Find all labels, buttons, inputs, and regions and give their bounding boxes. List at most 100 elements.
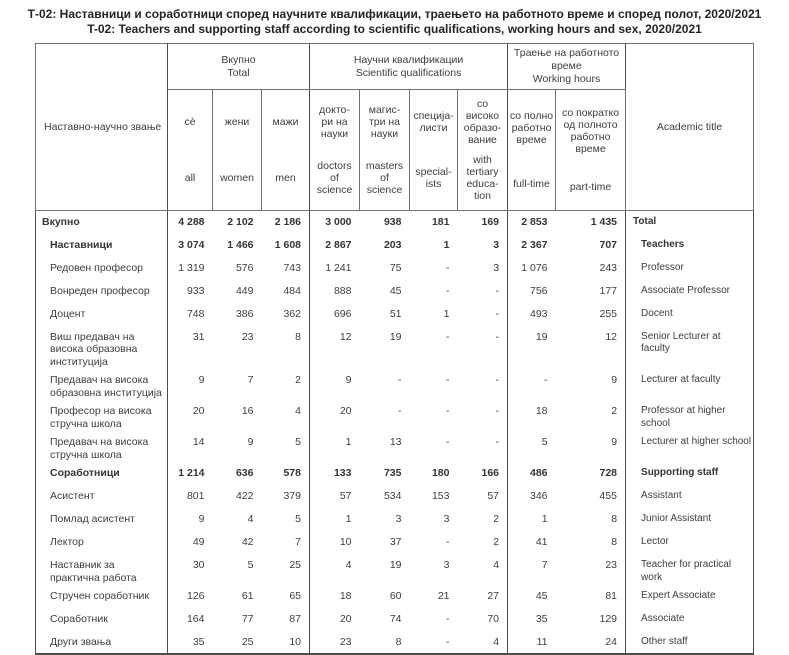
value-cell: 20 — [339, 613, 352, 625]
value-cell: 42 — [241, 536, 254, 548]
value-cell: 3 000 — [325, 216, 352, 228]
row-label-mk: Наставник за практична работа — [35, 554, 168, 585]
table-row: Помлад асистент 9 4 5 1 3 3 2 1 8 Junior Assistant — [35, 508, 754, 531]
value-cell: 707 — [555, 233, 627, 257]
value-cell: 25 — [261, 554, 310, 585]
value-cell: 1 608 — [261, 233, 310, 257]
value-cell: 486 — [530, 467, 548, 479]
value-cell: 3 — [395, 513, 402, 525]
value-cell: 2 — [261, 369, 310, 400]
value-cell: 2 867 — [325, 238, 352, 251]
value-cell: 1 076 — [521, 261, 548, 274]
value-cell: 1 214 — [178, 467, 205, 479]
row-label-en: Professor — [641, 261, 684, 273]
value-cell: 8 — [261, 325, 310, 369]
value-cell: 5 — [261, 431, 310, 462]
value-cell: 2 — [457, 531, 509, 554]
value-cell: 8 — [555, 531, 627, 554]
row-label-en: Assistant — [641, 490, 682, 501]
value-cell: 636 — [235, 467, 254, 479]
row-label-mk: Доцент — [35, 302, 168, 326]
value-cell: 7 — [247, 374, 254, 386]
value-cell: 484 — [261, 279, 310, 303]
value-cell: 12 — [555, 325, 627, 369]
value-cell: 3 — [457, 233, 509, 257]
table-row: Вонреден професор 933 449 484 888 45 - - 756 177 A… — [35, 279, 754, 303]
value-cell: 4 — [345, 559, 352, 571]
col-header-all: сè all — [167, 89, 213, 211]
value-cell: 4 288 — [178, 216, 205, 228]
value-cell: 9 — [555, 369, 627, 400]
value-cell: 255 — [555, 302, 627, 326]
value-cell: 13 — [389, 436, 402, 448]
value-cell: - — [398, 405, 402, 417]
value-cell: 576 — [235, 261, 254, 274]
value-cell: - — [457, 431, 509, 462]
value-cell: 37 — [389, 536, 402, 548]
value-cell: 362 — [261, 302, 310, 326]
value-cell: 386 — [235, 307, 254, 320]
value-cell: 2 — [457, 508, 509, 531]
value-cell: - — [457, 302, 509, 326]
value-cell: 5 — [261, 508, 310, 531]
row-label-mk: Стручен соработник — [35, 585, 168, 608]
group-header-working-hours: Траење на работното време Working hours — [507, 43, 627, 90]
value-cell: 728 — [555, 462, 627, 485]
value-cell: 1 — [345, 513, 352, 525]
row-label-mk: Помлад асистент — [35, 508, 168, 531]
value-cell: - — [457, 325, 509, 369]
value-cell: 696 — [333, 307, 352, 320]
value-cell: - — [457, 369, 509, 400]
value-cell: 60 — [389, 590, 402, 602]
value-cell: 24 — [555, 631, 627, 654]
value-cell: - — [398, 374, 402, 386]
value-cell: 25 — [241, 636, 254, 648]
row-label-mk: Предавач на висока образовна институција — [35, 369, 168, 400]
value-cell: 203 — [383, 238, 402, 251]
value-cell: - — [446, 284, 450, 297]
row-label-en: Professor at higher school — [641, 405, 726, 429]
value-cell: - — [446, 613, 450, 625]
value-cell: 49 — [192, 536, 205, 548]
table-row: Соработници 1 214 636 578 133 735 180 166 486 728… — [35, 462, 754, 485]
value-cell: 3 — [443, 559, 450, 571]
group-header-scientific-qualifications: Научни квалификации Scientific qualifica… — [308, 43, 509, 90]
row-label-mk: Други звања — [35, 631, 168, 654]
column-header-academic-title: Academic title — [625, 43, 755, 211]
value-cell: 578 — [261, 462, 310, 485]
table-row: Наставници 3 074 1 466 1 608 2 867 203 1 3 2 367… — [35, 233, 754, 257]
col-header-women: жени women — [212, 89, 262, 211]
table-row: Други звања 35 25 10 23 8 -4 11 24 Other staff — [35, 631, 754, 654]
value-cell: 4 — [261, 400, 310, 431]
value-cell: 938 — [383, 216, 402, 228]
row-label-mk: Вкупно — [35, 210, 168, 234]
value-cell: 7 — [541, 559, 548, 571]
table-row: Виш предавач на висока образовна институ… — [35, 325, 754, 369]
table-body: Вкупно 4 288 2 102 2 186 3 000 938 181 169 2 853… — [35, 210, 754, 654]
row-label-mk: Виш предавач на висока образовна институ… — [35, 325, 168, 369]
value-cell: 75 — [389, 261, 402, 274]
value-cell: 346 — [530, 490, 548, 502]
value-cell: 51 — [389, 307, 402, 320]
row-label-en: Lecturer at faculty — [641, 374, 721, 385]
row-label-en: Supporting staff — [641, 467, 719, 478]
value-cell: 1 319 — [178, 261, 205, 274]
value-cell: 45 — [389, 284, 402, 297]
table-row: Вкупно 4 288 2 102 2 186 3 000 938 181 169 2 853… — [35, 210, 754, 234]
value-cell: 8 — [395, 636, 402, 648]
value-cell: 166 — [457, 462, 509, 485]
table-row: Стручен соработник 126 61 65 18 60 21 27 45 81 Exp… — [35, 585, 754, 608]
value-cell: 10 — [339, 536, 352, 548]
value-cell: 41 — [535, 536, 548, 548]
col-header-men: мажи men — [261, 89, 310, 211]
row-label-mk: Предавач на висока стручна школа — [35, 431, 168, 462]
value-cell: 126 — [186, 590, 205, 602]
row-label-mk: Лектор — [35, 531, 168, 554]
col-header-specialists: специја- листи special- ists — [409, 89, 458, 211]
value-cell: - — [446, 330, 450, 343]
row-label-en: Senior Lecturer at faculty — [641, 330, 721, 355]
value-cell: 9 — [247, 436, 254, 448]
value-cell: 10 — [261, 631, 310, 654]
value-cell: 2 186 — [261, 210, 310, 234]
